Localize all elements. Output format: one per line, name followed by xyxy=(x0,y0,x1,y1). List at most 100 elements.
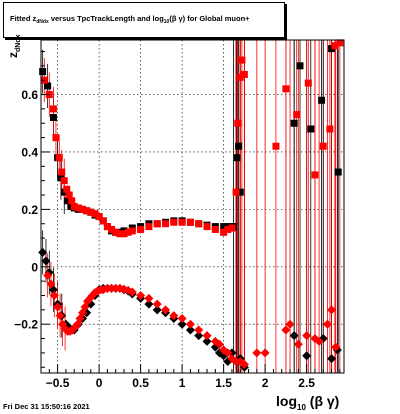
red-square-marker xyxy=(224,225,232,233)
red-square-marker xyxy=(60,177,68,185)
red-square-marker xyxy=(65,191,73,199)
black-diamond-marker xyxy=(41,256,51,266)
red-square-marker xyxy=(186,218,194,226)
black-square-marker xyxy=(64,197,72,205)
red-diamond-marker xyxy=(161,305,171,315)
black-square-marker xyxy=(235,142,243,150)
red-square-marker xyxy=(211,225,219,233)
black-diamond-marker xyxy=(194,331,204,341)
red-square-marker xyxy=(99,217,107,225)
red-square-marker xyxy=(58,168,66,176)
red-square-marker xyxy=(108,225,116,233)
red-square-marker xyxy=(326,125,334,133)
red-square-marker xyxy=(83,207,91,215)
black-square-marker xyxy=(290,119,298,127)
red-square-marker xyxy=(68,197,76,205)
red-diamond-marker xyxy=(46,279,56,289)
red-square-marker xyxy=(49,105,57,113)
red-square-marker xyxy=(70,203,78,210)
red-square-marker xyxy=(238,56,246,64)
red-diamond-marker xyxy=(169,311,179,321)
x-axis-label: log10 (β γ) xyxy=(276,393,340,412)
plot-area-border xyxy=(40,39,345,374)
red-square-marker xyxy=(170,218,178,226)
y-axis-label: zdNdx xyxy=(6,34,22,59)
black-diamond-marker xyxy=(177,319,187,329)
red-diamond-marker xyxy=(327,305,337,315)
black-diamond-marker xyxy=(289,331,299,341)
black-diamond-marker xyxy=(152,305,162,315)
red-square-marker xyxy=(74,204,82,212)
black-square-marker xyxy=(318,96,326,104)
red-square-marker xyxy=(195,220,203,228)
red-square-marker xyxy=(55,154,63,162)
red-square-marker xyxy=(336,39,344,47)
red-square-marker xyxy=(112,228,120,236)
red-square-marker xyxy=(331,42,339,50)
red-square-marker xyxy=(116,230,124,238)
red-diamond-marker xyxy=(49,290,59,300)
y-tick-label: 0 xyxy=(31,260,38,274)
red-square-marker xyxy=(52,134,60,142)
red-diamond-marker xyxy=(223,348,233,358)
red-square-marker xyxy=(319,142,327,150)
red-diamond-marker xyxy=(185,319,195,329)
red-diamond-marker xyxy=(285,319,295,329)
red-square-marker xyxy=(153,220,161,228)
y-tick-label: −0.2 xyxy=(14,318,38,332)
red-diamond-marker xyxy=(58,319,68,329)
red-diamond-marker xyxy=(53,302,63,312)
red-square-marker xyxy=(145,223,153,231)
red-square-marker xyxy=(311,171,319,179)
red-diamond-marker xyxy=(194,325,204,335)
red-diamond-marker xyxy=(202,331,212,341)
x-tick-label: 1.5 xyxy=(215,376,232,390)
red-square-marker xyxy=(87,208,95,216)
black-square-marker xyxy=(39,68,47,76)
black-square-marker xyxy=(307,125,315,133)
red-diamond-marker xyxy=(252,348,262,358)
black-diamond-marker xyxy=(302,351,312,361)
black-diamond-marker xyxy=(202,336,212,346)
red-square-marker xyxy=(120,230,128,238)
red-diamond-marker xyxy=(322,319,332,329)
red-diamond-marker xyxy=(331,342,341,352)
red-diamond-marker xyxy=(293,339,303,349)
red-diamond-marker xyxy=(55,311,65,321)
red-square-marker xyxy=(137,225,145,233)
black-square-marker xyxy=(236,188,244,196)
x-tick-label: −0.5 xyxy=(46,376,70,390)
title-box: Fitted zdNdx versus TpcTrackLength and l… xyxy=(3,2,285,38)
red-square-marker xyxy=(234,119,242,127)
red-square-marker xyxy=(178,218,186,226)
black-square-marker xyxy=(296,62,304,70)
red-square-marker xyxy=(128,227,136,235)
plot-frame xyxy=(40,39,345,374)
black-square-marker xyxy=(44,82,52,90)
red-square-marker xyxy=(220,228,228,236)
red-square-marker xyxy=(103,223,111,231)
black-square-marker xyxy=(334,168,342,176)
red-diamond-marker xyxy=(302,331,312,341)
red-diamond-marker xyxy=(177,313,187,323)
red-square-marker xyxy=(228,224,236,232)
timestamp: Fri Dec 31 15:50:16 2021 xyxy=(3,402,90,411)
red-diamond-marker xyxy=(314,336,324,346)
red-square-marker xyxy=(203,223,211,231)
black-square-marker xyxy=(220,223,228,231)
x-tick-label: 0.5 xyxy=(132,376,149,390)
red-square-marker xyxy=(236,73,244,81)
black-diamond-marker xyxy=(327,354,337,364)
error-bars xyxy=(42,40,341,373)
red-diamond-marker xyxy=(214,339,224,349)
red-diamond-marker xyxy=(281,325,291,335)
x-tick-label: 2 xyxy=(262,376,269,390)
red-square-marker xyxy=(79,205,87,213)
red-square-marker xyxy=(272,142,280,150)
axis-ticks: −0.5 0 0.5 1 1.5 2 2.5 −0.2 0 0.2 0.4 0.6 xyxy=(14,50,341,390)
red-square-marker xyxy=(293,111,301,119)
black-diamond-marker xyxy=(144,299,154,309)
y-tick-label: 0.4 xyxy=(21,145,38,159)
red-square-marker xyxy=(162,220,170,228)
